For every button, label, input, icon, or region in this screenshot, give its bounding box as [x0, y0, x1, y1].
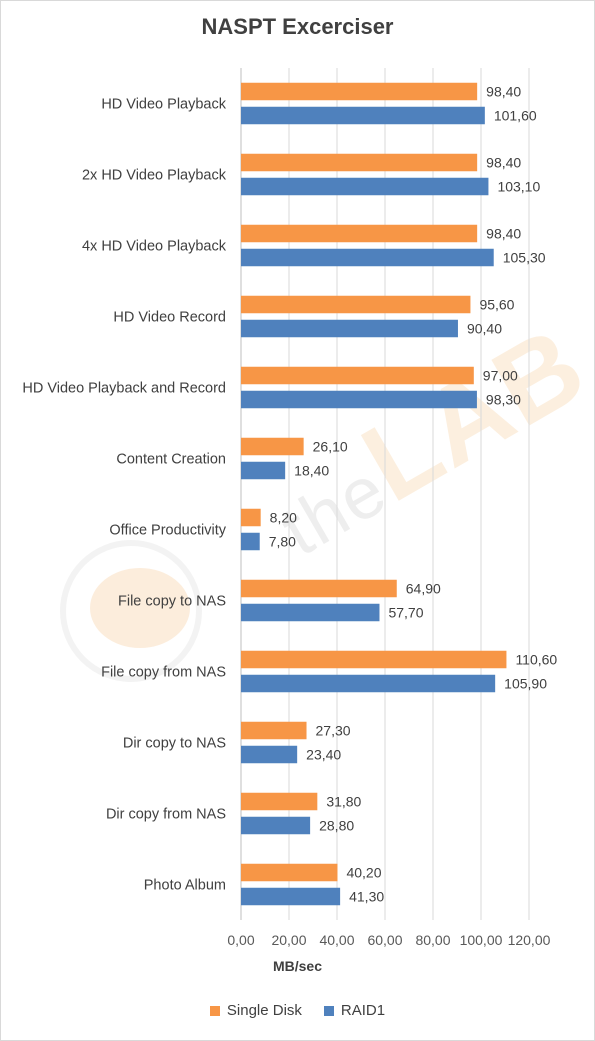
- data-label: 40,20: [346, 865, 381, 881]
- legend-swatch-raid1: [323, 1005, 334, 1016]
- category-label: File copy to NAS: [118, 594, 226, 610]
- bar-single-disk: [241, 863, 338, 882]
- bar-raid1: [241, 177, 489, 196]
- category-label: Office Productivity: [109, 523, 226, 539]
- bar-raid1: [241, 674, 496, 693]
- data-label: 57,70: [388, 605, 423, 621]
- data-label: 8,20: [270, 510, 297, 526]
- x-tick-label: 60,00: [367, 932, 402, 948]
- category-label: 4x HD Video Playback: [82, 239, 227, 255]
- bar-raid1: [241, 319, 458, 338]
- data-label: 110,60: [515, 652, 557, 668]
- bar-single-disk: [241, 295, 471, 314]
- bar-raid1: [241, 745, 298, 764]
- category-label: 2x HD Video Playback: [82, 168, 227, 184]
- category-label: File copy from NAS: [101, 665, 226, 681]
- data-label: 28,80: [319, 818, 354, 834]
- data-label: 98,40: [486, 226, 521, 242]
- bar-single-disk: [241, 224, 478, 243]
- data-label: 98,30: [486, 392, 521, 408]
- category-label: Dir copy to NAS: [123, 736, 226, 752]
- x-tick-label: 20,00: [271, 932, 306, 948]
- bar-single-disk: [241, 721, 307, 740]
- x-tick-label: 120,00: [508, 932, 551, 948]
- data-label: 95,60: [479, 297, 514, 313]
- category-label: HD Video Playback: [101, 97, 226, 113]
- data-label: 98,40: [486, 155, 521, 171]
- bar-single-disk: [241, 650, 507, 669]
- bar-single-disk: [241, 579, 397, 598]
- legend-label-raid1: RAID1: [340, 1002, 386, 1019]
- bar-raid1: [241, 461, 286, 480]
- bar-single-disk: [241, 82, 478, 101]
- category-label: Content Creation: [116, 452, 226, 468]
- data-label: 103,10: [497, 179, 540, 195]
- data-label: 105,30: [503, 250, 546, 266]
- category-label: Photo Album: [144, 878, 226, 894]
- data-label: 101,60: [494, 108, 537, 124]
- legend-item-single-disk: Single Disk: [209, 1002, 302, 1019]
- bar-raid1: [241, 887, 341, 906]
- bar-raid1: [241, 106, 485, 125]
- x-tick-label: 80,00: [415, 932, 450, 948]
- bar-raid1: [241, 390, 477, 409]
- bar-single-disk: [241, 153, 478, 172]
- data-label: 18,40: [294, 463, 329, 479]
- bar-single-disk: [241, 366, 474, 385]
- data-label: 105,90: [504, 676, 547, 692]
- category-label: HD Video Record: [113, 310, 226, 326]
- data-label: 27,30: [316, 723, 351, 739]
- category-label: HD Video Playback and Record: [22, 381, 226, 397]
- legend-swatch-single-disk: [209, 1005, 220, 1016]
- data-label: 7,80: [269, 534, 296, 550]
- bar-single-disk: [241, 508, 261, 527]
- bar-raid1: [241, 603, 380, 622]
- x-axis-title: MB/sec: [272, 958, 323, 974]
- data-label: 97,00: [483, 368, 518, 384]
- data-label: 41,30: [349, 889, 384, 905]
- data-label: 26,10: [313, 439, 348, 455]
- data-label: 23,40: [306, 747, 341, 763]
- legend-label-single-disk: Single Disk: [226, 1002, 302, 1019]
- legend: Single Disk RAID1: [0, 1002, 595, 1019]
- x-tick-label: 40,00: [319, 932, 354, 948]
- bar-raid1: [241, 248, 494, 267]
- chart-title: NASPT Excerciser: [201, 14, 394, 39]
- bar-raid1: [241, 532, 260, 551]
- legend-item-raid1: RAID1: [323, 1002, 386, 1019]
- bar-single-disk: [241, 792, 318, 811]
- bar-single-disk: [241, 437, 304, 456]
- data-label: 98,40: [486, 84, 521, 100]
- data-label: 31,80: [326, 794, 361, 810]
- bar-raid1: [241, 816, 311, 835]
- category-label: Dir copy from NAS: [106, 807, 226, 823]
- data-label: 64,90: [406, 581, 441, 597]
- data-label: 90,40: [467, 321, 502, 337]
- x-tick-label: 0,00: [227, 932, 254, 948]
- x-tick-label: 100,00: [460, 932, 503, 948]
